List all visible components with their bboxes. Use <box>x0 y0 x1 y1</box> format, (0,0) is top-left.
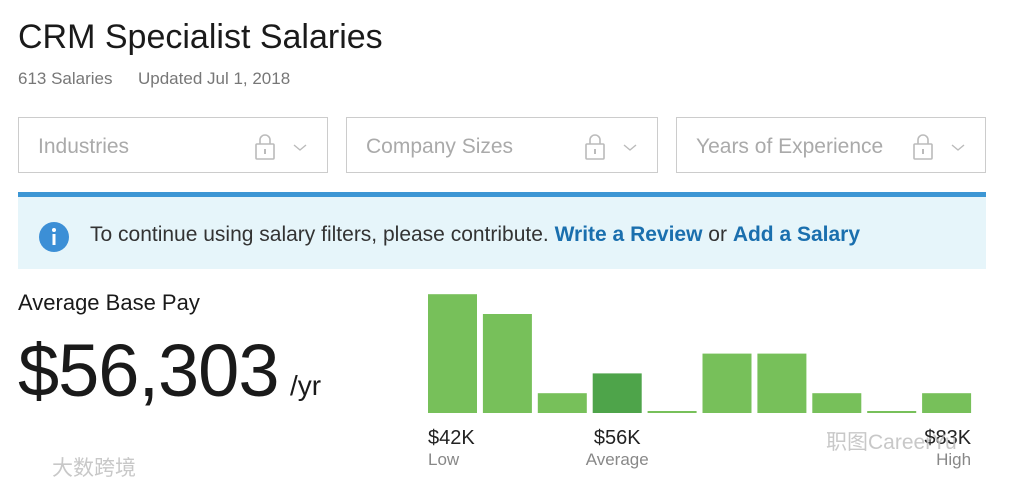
notice-message: To continue using salary filters, please… <box>90 223 549 246</box>
bar <box>592 373 642 413</box>
x-tick-label: $83K <box>924 427 971 449</box>
watermark: 大数跨境 <box>52 457 136 480</box>
notice-banner: To continue using salary filters, please… <box>18 192 986 269</box>
filter-label: Years of Experience <box>696 135 884 158</box>
add-salary-link[interactable]: Add a Salary <box>732 223 861 246</box>
filter-dropdown[interactable]: Years of Experience <box>676 117 986 173</box>
lock-chevron-icons <box>585 134 637 160</box>
bar <box>757 353 807 413</box>
bar <box>647 411 697 413</box>
filter-label: Company Sizes <box>366 135 514 158</box>
salary-count: 613 Salaries <box>18 69 113 88</box>
pay-label: Average Base Pay <box>18 290 200 315</box>
bar <box>812 393 862 413</box>
updated-date: Updated Jul 1, 2018 <box>138 69 291 88</box>
lock-chevron-icons <box>255 134 307 160</box>
x-tick-note: High <box>936 450 971 469</box>
bar <box>922 393 972 413</box>
filter-dropdown[interactable]: Company Sizes <box>346 117 658 173</box>
bar <box>702 353 752 413</box>
x-tick-note: Average <box>586 450 649 469</box>
x-tick-note: Low <box>428 450 460 469</box>
watermark: 职图CareerYu <box>826 431 957 454</box>
filter-dropdown[interactable]: Industries <box>18 117 328 173</box>
pay-unit: /yr <box>290 370 322 401</box>
notice-joiner: or <box>708 223 727 246</box>
bar <box>428 294 477 413</box>
pay-amount: $56,303 <box>18 329 279 412</box>
filter-label: Industries <box>38 135 130 158</box>
info-icon <box>39 222 69 252</box>
x-tick-label: $56K <box>594 427 641 449</box>
bar <box>482 314 532 413</box>
write-review-link[interactable]: Write a Review <box>554 223 703 246</box>
notice-text: To continue using salary filters, please… <box>90 223 860 247</box>
bar <box>867 411 917 413</box>
x-tick-label: $42K <box>428 427 475 449</box>
bar <box>537 393 587 413</box>
lock-chevron-icons <box>913 134 965 160</box>
page-title: CRM Specialist Salaries <box>18 18 383 56</box>
